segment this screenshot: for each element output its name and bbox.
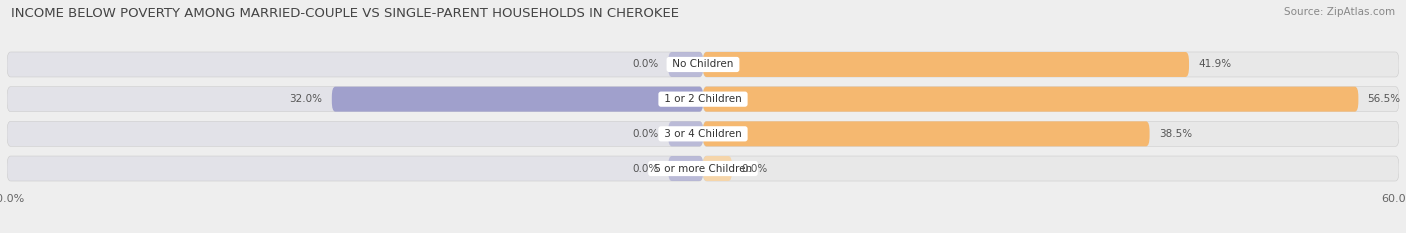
Text: 32.0%: 32.0% [290,94,322,104]
FancyBboxPatch shape [668,156,703,181]
Text: No Children: No Children [669,59,737,69]
Text: 0.0%: 0.0% [633,59,659,69]
Text: Source: ZipAtlas.com: Source: ZipAtlas.com [1284,7,1395,17]
FancyBboxPatch shape [668,52,703,77]
Text: INCOME BELOW POVERTY AMONG MARRIED-COUPLE VS SINGLE-PARENT HOUSEHOLDS IN CHEROKE: INCOME BELOW POVERTY AMONG MARRIED-COUPL… [11,7,679,20]
Text: 3 or 4 Children: 3 or 4 Children [661,129,745,139]
FancyBboxPatch shape [7,87,703,112]
Text: 5 or more Children: 5 or more Children [651,164,755,174]
Text: 0.0%: 0.0% [741,164,768,174]
Text: 56.5%: 56.5% [1368,94,1400,104]
FancyBboxPatch shape [703,121,1150,146]
Text: 1 or 2 Children: 1 or 2 Children [661,94,745,104]
Text: 0.0%: 0.0% [633,129,659,139]
Text: 41.9%: 41.9% [1198,59,1232,69]
FancyBboxPatch shape [7,156,703,181]
FancyBboxPatch shape [332,87,703,112]
FancyBboxPatch shape [703,87,1358,112]
Text: 38.5%: 38.5% [1159,129,1192,139]
FancyBboxPatch shape [703,156,733,181]
FancyBboxPatch shape [7,121,703,146]
FancyBboxPatch shape [703,87,1399,112]
FancyBboxPatch shape [703,156,1399,181]
FancyBboxPatch shape [668,121,703,146]
FancyBboxPatch shape [7,52,703,77]
FancyBboxPatch shape [703,52,1189,77]
FancyBboxPatch shape [703,52,1399,77]
Text: 0.0%: 0.0% [633,164,659,174]
FancyBboxPatch shape [703,121,1399,146]
